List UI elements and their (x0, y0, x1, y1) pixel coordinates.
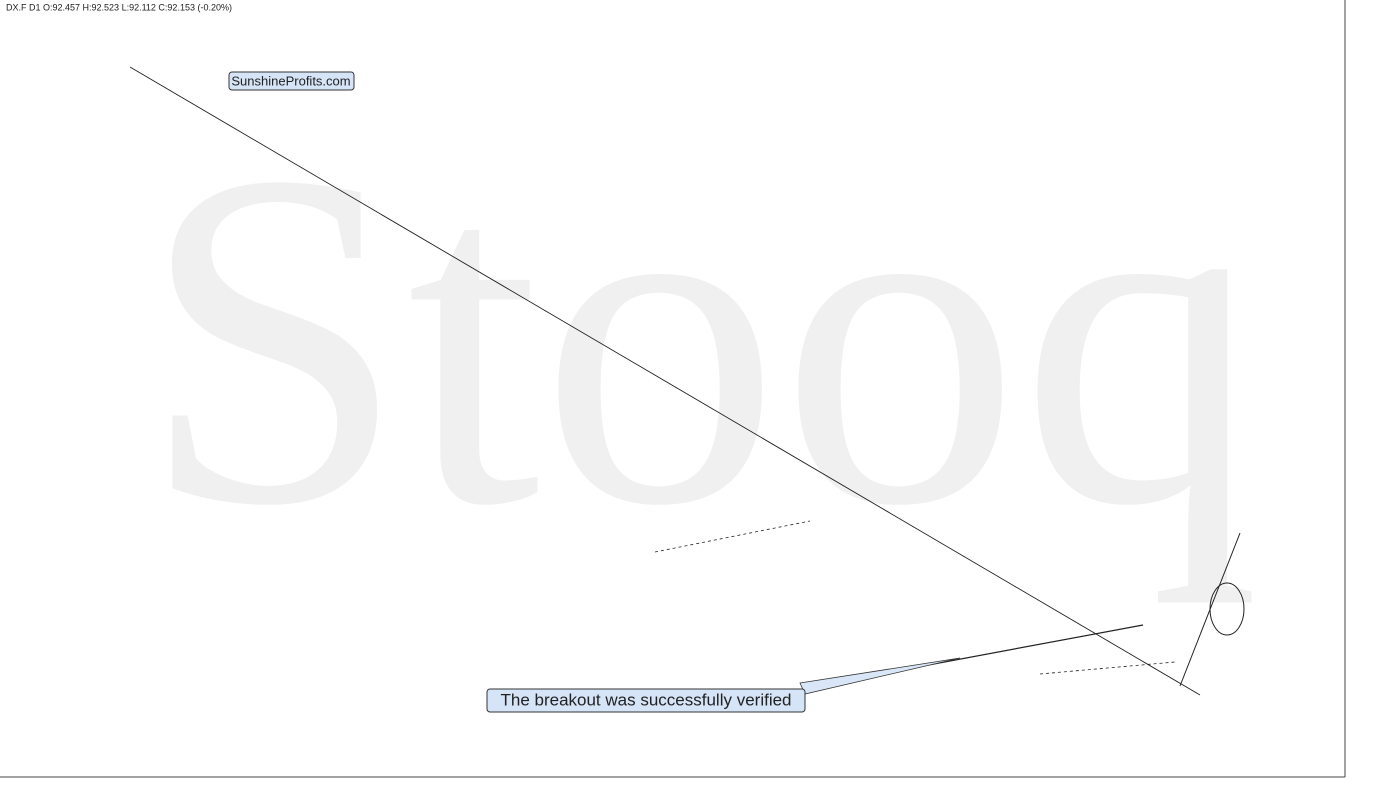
brand: SunshineProfits.com (231, 73, 350, 88)
annotation: The breakout was successfully verified (500, 690, 791, 709)
brand-box (228, 71, 355, 91)
annotation-box (486, 688, 806, 713)
header: DX.F D1 O:92.457 H:92.523 L:92.112 C:92.… (6, 2, 232, 12)
trend-lines (129, 66, 1245, 696)
watermark: Stooq (140, 72, 1260, 605)
